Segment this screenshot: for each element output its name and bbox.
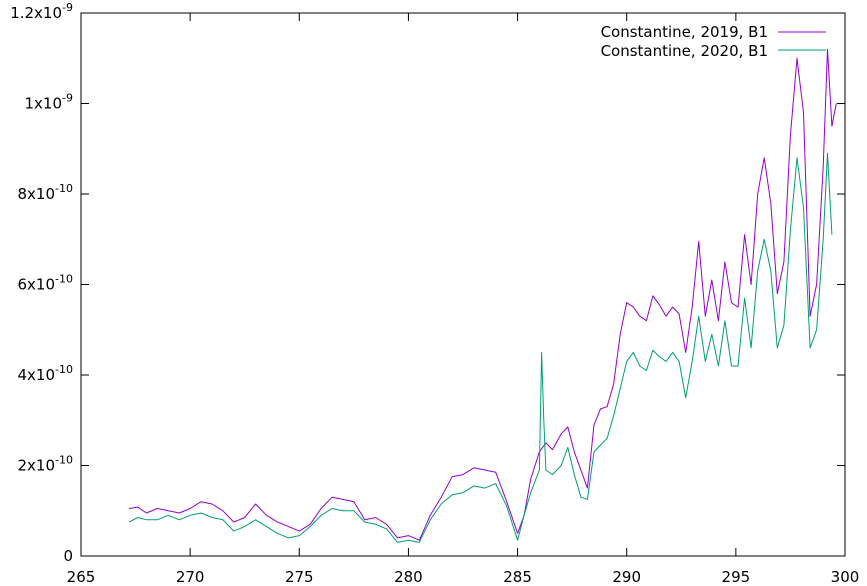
y-tick-label: 4x10-10 [18,363,73,384]
x-tick-label: 280 [394,568,423,586]
series-line-2 [128,152,833,543]
x-tick-label: 265 [67,568,96,586]
y-axis: 02x10-104x10-106x10-108x10-101x10-91.2x1… [10,1,845,565]
x-tick-label: 285 [503,568,532,586]
x-tick-label: 300 [831,568,860,586]
y-tick-label: 1x10-9 [25,92,73,113]
y-tick-label: 0 [63,547,73,565]
legend: Constantine, 2019, B1 Constantine, 2020,… [601,23,826,60]
y-tick-label: 6x10-10 [18,273,73,294]
legend-label-series-2: Constantine, 2020, B1 [601,42,768,60]
y-tick-mantissa: 8x10 [18,185,56,203]
x-tick-label: 270 [176,568,205,586]
y-tick-exponent: -9 [62,92,73,105]
y-tick-mantissa: 1x10 [25,95,63,113]
y-tick-mantissa: 0 [63,547,73,565]
y-tick-exponent: -10 [55,363,73,376]
y-tick-mantissa: 4x10 [18,366,56,384]
y-tick-exponent: -9 [62,1,73,14]
y-tick-mantissa: 1.2x10 [10,4,62,22]
y-tick-label: 2x10-10 [18,454,73,475]
x-axis: 265 270 275 280 285 290 295 300 [67,13,860,586]
y-tick-exponent: -10 [55,454,73,467]
series-layer [128,48,837,543]
x-tick-label: 290 [612,568,641,586]
y-tick-mantissa: 6x10 [18,276,56,294]
y-tick-mantissa: 2x10 [18,457,56,475]
legend-label-series-1: Constantine, 2019, B1 [601,23,768,41]
x-tick-label: 275 [285,568,314,586]
y-tick-exponent: -10 [55,273,73,286]
y-tick-label: 1.2x10-9 [10,1,73,22]
y-tick-exponent: -10 [55,182,73,195]
x-tick-label: 295 [722,568,751,586]
y-tick-label: 8x10-10 [18,182,73,203]
series-line-1 [128,48,837,541]
